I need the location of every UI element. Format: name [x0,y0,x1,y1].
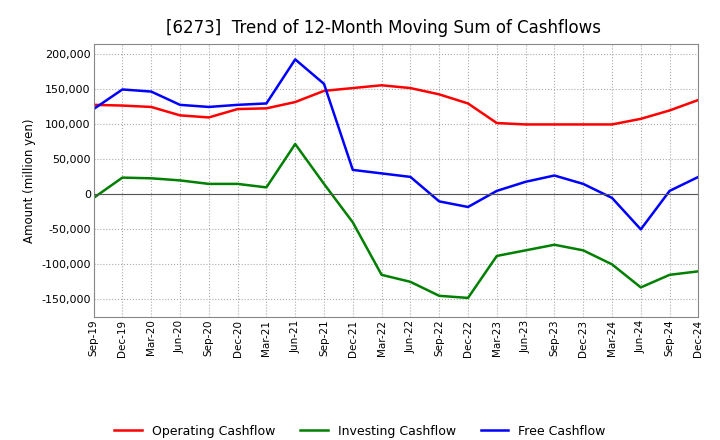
Investing Cashflow [233,181,242,187]
Free Cashflow [118,87,127,92]
Investing Cashflow [320,181,328,187]
Free Cashflow [579,181,588,187]
Y-axis label: Amount (million yen): Amount (million yen) [23,118,36,242]
Investing Cashflow [348,220,357,225]
Operating Cashflow [118,103,127,108]
Free Cashflow [694,174,703,180]
Free Cashflow [233,102,242,107]
Operating Cashflow [636,116,645,121]
Investing Cashflow [579,248,588,253]
Operating Cashflow [406,85,415,91]
Free Cashflow [492,188,501,194]
Operating Cashflow [262,106,271,111]
Line: Free Cashflow: Free Cashflow [94,59,698,229]
Investing Cashflow [694,269,703,274]
Investing Cashflow [521,248,530,253]
Investing Cashflow [665,272,674,278]
Investing Cashflow [176,178,184,183]
Investing Cashflow [377,272,386,278]
Investing Cashflow [118,175,127,180]
Operating Cashflow [665,108,674,113]
Free Cashflow [665,188,674,194]
Investing Cashflow [89,195,98,201]
Free Cashflow [521,179,530,184]
Operating Cashflow [233,106,242,112]
Operating Cashflow [320,88,328,94]
Line: Investing Cashflow: Investing Cashflow [94,144,698,298]
Operating Cashflow [89,102,98,107]
Free Cashflow [636,227,645,232]
Operating Cashflow [492,121,501,126]
Operating Cashflow [521,122,530,127]
Operating Cashflow [694,97,703,103]
Operating Cashflow [204,115,213,120]
Investing Cashflow [262,185,271,190]
Operating Cashflow [550,122,559,127]
Investing Cashflow [550,242,559,247]
Free Cashflow [608,195,616,201]
Free Cashflow [176,102,184,107]
Operating Cashflow [348,85,357,91]
Free Cashflow [262,101,271,106]
Investing Cashflow [492,253,501,259]
Investing Cashflow [147,176,156,181]
Line: Operating Cashflow: Operating Cashflow [94,85,698,125]
Investing Cashflow [608,262,616,267]
Investing Cashflow [406,279,415,285]
Operating Cashflow [579,122,588,127]
Operating Cashflow [377,83,386,88]
Operating Cashflow [176,113,184,118]
Free Cashflow [464,204,472,209]
Investing Cashflow [435,293,444,298]
Free Cashflow [89,106,98,112]
Free Cashflow [377,171,386,176]
Free Cashflow [204,104,213,110]
Investing Cashflow [204,181,213,187]
Investing Cashflow [464,295,472,301]
Free Cashflow [550,173,559,178]
Investing Cashflow [636,285,645,290]
Operating Cashflow [147,104,156,110]
Free Cashflow [291,57,300,62]
Text: [6273]  Trend of 12-Month Moving Sum of Cashflows: [6273] Trend of 12-Month Moving Sum of C… [166,19,601,37]
Free Cashflow [147,89,156,94]
Operating Cashflow [464,101,472,106]
Free Cashflow [320,81,328,87]
Operating Cashflow [291,99,300,105]
Free Cashflow [348,167,357,172]
Free Cashflow [406,174,415,180]
Investing Cashflow [291,141,300,147]
Free Cashflow [435,199,444,204]
Operating Cashflow [435,92,444,97]
Legend: Operating Cashflow, Investing Cashflow, Free Cashflow: Operating Cashflow, Investing Cashflow, … [109,420,611,440]
Operating Cashflow [608,122,616,127]
